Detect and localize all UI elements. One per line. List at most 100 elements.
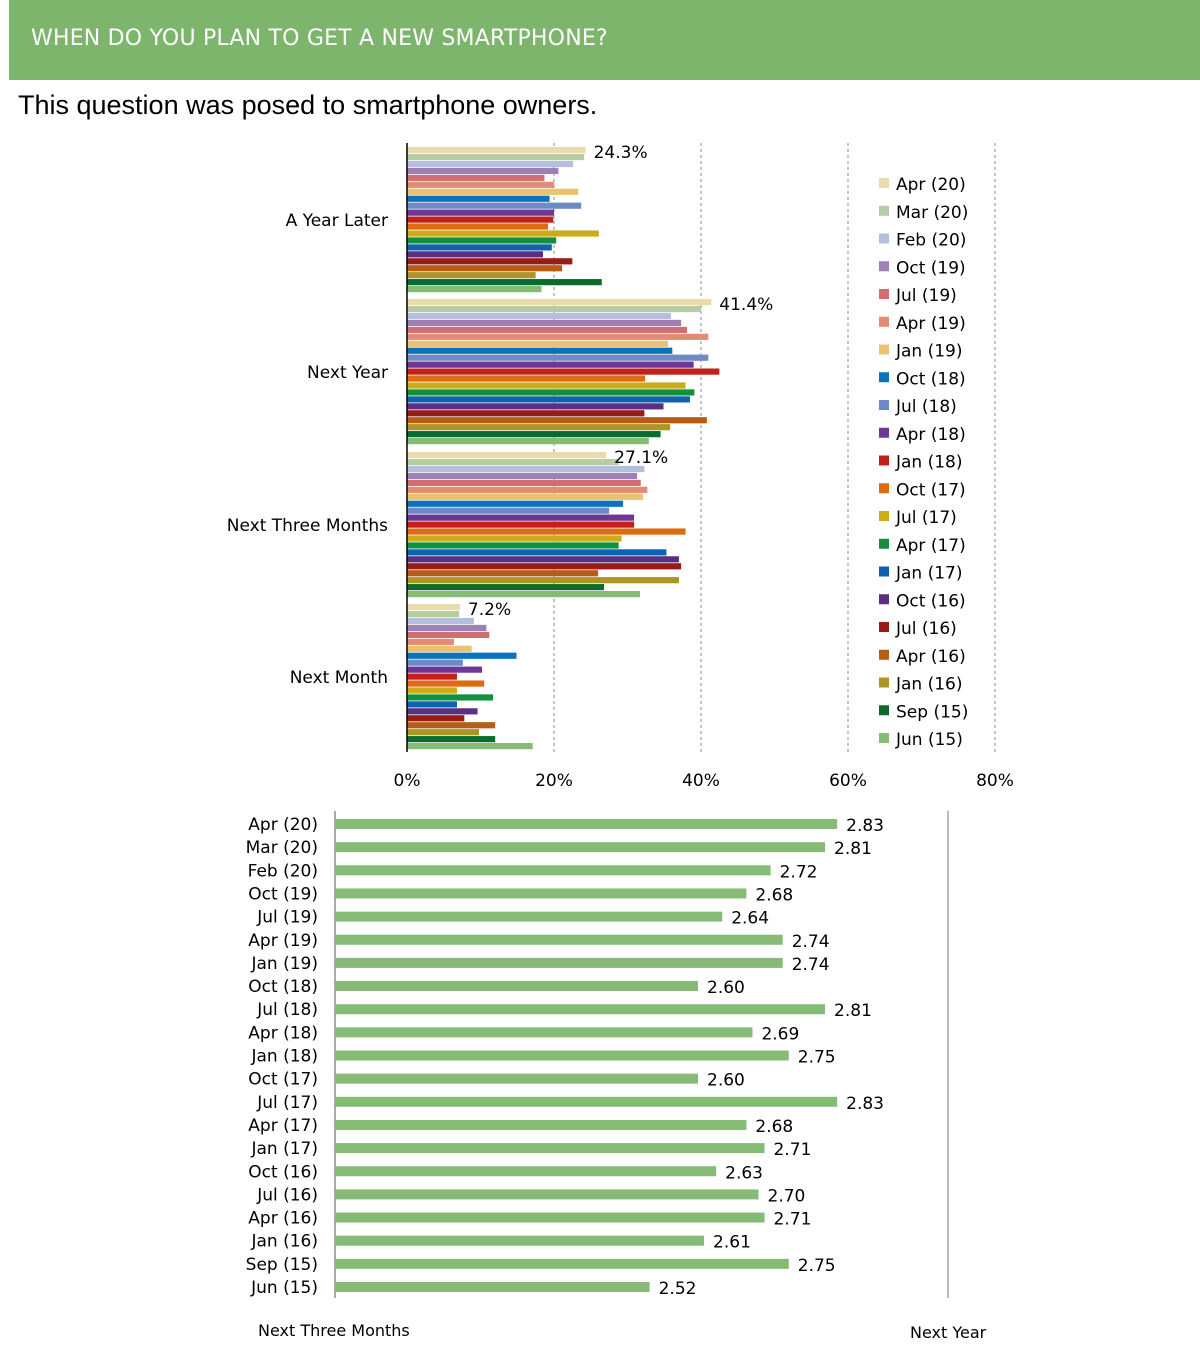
bar [407,715,465,722]
category-label: Jul (18) [256,1000,318,1020]
bar [407,500,624,507]
data-label: 2.52 [659,1279,697,1299]
legend-label: Jan (16) [895,675,963,695]
bar [407,708,478,715]
bar [407,354,709,361]
category-label: A Year Later [286,211,388,231]
category-label: Oct (17) [248,1070,318,1090]
legend-label: Jun (15) [895,730,963,750]
legend-label: Jan (17) [895,564,963,584]
bar [335,1282,650,1292]
legend-label: Feb (20) [896,231,966,251]
bar [407,570,599,577]
bar [407,577,679,584]
bar [407,584,604,591]
bar [335,1235,705,1246]
legend-swatch [879,344,889,355]
bar [407,438,649,445]
bar [407,666,482,673]
category-label: Jan (19) [250,954,318,974]
bar [407,424,671,431]
data-label: 2.81 [834,1001,872,1021]
bar [407,610,460,618]
category-label: Jan (16) [250,1232,318,1252]
bar [407,305,701,313]
x-tick-label: 0% [394,771,421,791]
legend-label: Jul (16) [895,619,957,639]
bar [407,202,582,209]
category-label: Jul (17) [256,1093,318,1113]
bar [407,244,552,251]
category-label: Sep (15) [246,1255,318,1275]
bar [335,1004,826,1015]
legend-swatch [879,178,889,188]
data-label: 2.71 [774,1210,812,1230]
category-label: Oct (16) [248,1162,318,1182]
data-label: 2.75 [798,1256,836,1276]
legend-swatch [879,372,889,383]
bar [335,1096,838,1107]
data-label: 2.75 [798,1048,836,1068]
legend-swatch [879,705,889,716]
legend-swatch [879,538,889,549]
bar [407,403,664,410]
legend-label: Jan (18) [895,453,963,473]
bar [335,1189,759,1200]
data-label: 2.83 [846,1094,884,1114]
data-label: 2.68 [755,1117,793,1137]
bar [407,396,690,403]
bar [407,535,622,542]
bar [335,1119,747,1130]
category-label: Jul (19) [256,908,318,928]
bar [335,888,747,899]
bar [335,957,783,968]
data-label: 2.68 [755,885,793,905]
category-label: Oct (18) [248,977,318,997]
category-label: Next Three Months [227,516,388,536]
data-label: 27.1% [614,448,668,468]
legend-label: Oct (16) [896,591,966,611]
category-label: Next Month [290,668,388,688]
bar [407,195,550,202]
bar [407,542,619,549]
category-label: Next Year [307,363,388,383]
legend-swatch [879,733,889,743]
bar [407,237,557,244]
category-label: Apr (17) [248,1116,318,1136]
legend-label: Apr (20) [896,175,966,195]
bar [407,645,472,652]
bar [407,174,545,181]
bar [407,389,695,396]
legend-swatch [879,233,889,244]
legend-label: Apr (16) [896,647,966,667]
bar [407,230,599,237]
data-label: 2.63 [725,1163,763,1183]
bar [407,722,496,729]
bar [335,1212,765,1223]
data-label: 2.71 [774,1140,812,1160]
data-label: 2.74 [792,932,830,952]
bar [407,687,457,694]
bar [335,842,826,853]
bar [335,1027,753,1038]
grouped-bar-chart: A Year Later 24.3% Next Year 41.4% Next Thre… [227,143,1014,791]
bar [335,865,771,876]
legend-label: Oct (19) [896,258,966,278]
legend-label: Apr (19) [896,314,966,334]
legend-label: Oct (18) [896,369,966,389]
category-label: Jun (15) [250,1278,318,1298]
category-label: Apr (19) [248,931,318,951]
legend-label: Sep (15) [896,702,968,722]
bar [407,223,549,230]
legend-label: Jul (19) [895,286,957,306]
bar [335,1050,789,1061]
bar [407,624,487,632]
data-label: 2.83 [846,816,884,836]
bar [407,479,641,486]
page-title: WHEN DO YOU PLAN TO GET A NEW SMARTPHONE… [31,26,608,51]
data-label: 2.69 [761,1024,799,1044]
legend-swatch [879,594,889,605]
category-label: Jan (17) [250,1139,318,1159]
bar [407,673,457,680]
legend-swatch [879,316,889,327]
